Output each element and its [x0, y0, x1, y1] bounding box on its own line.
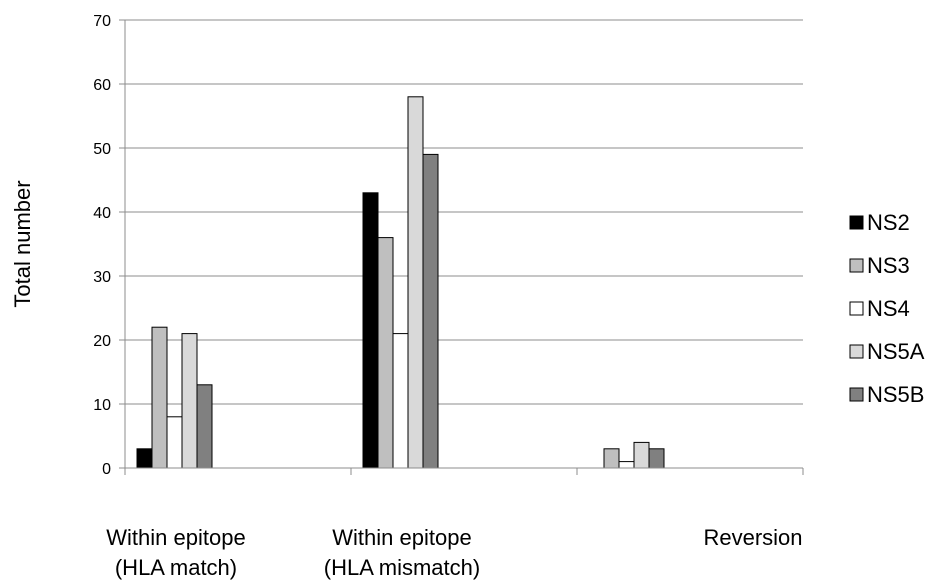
legend-swatch-ns5b	[849, 387, 864, 402]
bar-ns3-2	[603, 448, 620, 469]
legend-label-ns4: NS4	[867, 296, 910, 321]
y-tick-label: 60	[93, 77, 111, 94]
legend-swatch-ns2	[849, 215, 864, 230]
category-labels: Within epitope (HLA match) Within epitope (…	[106, 525, 802, 580]
bar-ns5a-0	[181, 333, 198, 469]
legend-label-ns5a: NS5A	[867, 339, 925, 364]
y-tick-label: 70	[93, 13, 111, 30]
y-tick-label: 0	[102, 461, 111, 478]
legend-swatch-ns5a	[849, 344, 864, 359]
bar-ns5a-1	[407, 96, 424, 469]
category-label: Within epitope	[332, 525, 471, 550]
category-label: (HLA match)	[115, 555, 237, 580]
bar-ns3-1	[377, 237, 394, 469]
bar-ns2-0	[136, 448, 153, 469]
category-label: (HLA mismatch)	[324, 555, 480, 580]
bar-ns4-2	[618, 461, 635, 469]
bar-ns5b-2	[648, 448, 665, 469]
legend-swatch-ns3	[849, 258, 864, 273]
axes	[119, 19, 804, 475]
y-tick-label: 50	[93, 141, 111, 158]
y-tick-label: 10	[93, 397, 111, 414]
y-tick-label: 30	[93, 269, 111, 286]
legend-label-ns2: NS2	[867, 210, 910, 235]
bar-ns2-1	[362, 192, 379, 469]
y-tick-labels: 0 10 20 30 40 50 60 70	[93, 13, 111, 478]
y-tick-label: 20	[93, 333, 111, 350]
gridlines	[125, 19, 803, 405]
category-label: Within epitope	[106, 525, 245, 550]
bar-ns5a-2	[633, 441, 650, 469]
bar-ns4-1	[392, 333, 409, 469]
y-tick-label: 40	[93, 205, 111, 222]
category-label: Reversion	[703, 525, 802, 550]
bar-ns5b-0	[196, 384, 213, 469]
bars	[136, 96, 665, 469]
bar-ns3-0	[151, 326, 168, 469]
legend-label-ns5b: NS5B	[867, 382, 924, 407]
bar-ns4-0	[166, 416, 183, 469]
bar-ns5b-1	[422, 153, 439, 469]
legend: NS2 NS3 NS4 NS5A NS5B	[849, 210, 925, 407]
legend-swatch-ns4	[849, 301, 864, 316]
legend-label-ns3: NS3	[867, 253, 910, 278]
y-axis-title: Total number	[10, 180, 35, 307]
